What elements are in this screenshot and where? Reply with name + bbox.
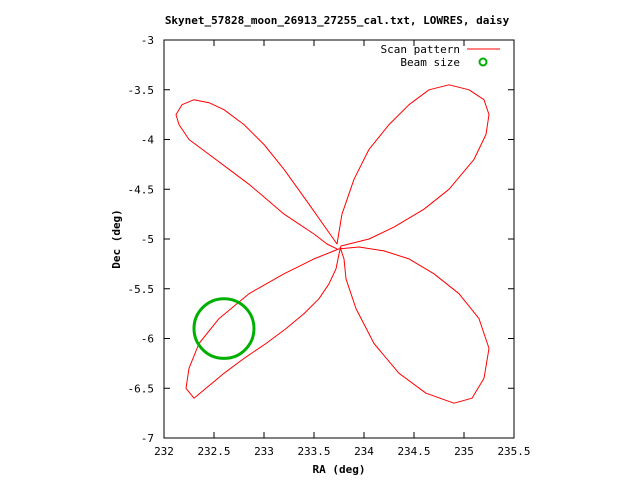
beam-size-circle (192, 297, 256, 360)
x-tick-label: 235.5 (497, 445, 530, 458)
legend-label-beam-size: Beam size (400, 56, 460, 69)
legend: Scan pattern Beam size (381, 43, 500, 69)
y-tick-label: -5.5 (128, 283, 155, 296)
legend-label-scan-pattern: Scan pattern (381, 43, 460, 56)
x-tick-label: 232.5 (197, 445, 230, 458)
plot-frame (163, 39, 515, 439)
x-axis: 232 232.5 233 233.5 234 234.5 235 235.5 (154, 40, 531, 458)
x-axis-label: RA (deg) (313, 463, 366, 476)
y-tick-label: -6 (141, 333, 154, 346)
y-tick-label: -3 (141, 34, 154, 47)
x-tick-label: 235 (454, 445, 474, 458)
y-tick-label: -7 (141, 432, 154, 445)
x-tick-label: 233.5 (297, 445, 330, 458)
legend-swatch-beam-size (478, 57, 488, 67)
scan-pattern-line (175, 84, 490, 404)
x-tick-label: 234 (354, 445, 374, 458)
y-axis: -7 -6.5 -6 -5.5 -5 -4.5 -4 -3.5 -3 (128, 34, 514, 445)
x-tick-label: 232 (154, 445, 174, 458)
chart-title: Skynet_57828_moon_26913_27255_cal.txt, L… (165, 14, 510, 27)
y-tick-label: -6.5 (128, 382, 155, 395)
y-tick-label: -4.5 (128, 183, 155, 196)
y-tick-label: -4 (141, 134, 155, 147)
plot-area (175, 84, 490, 404)
y-tick-label: -5 (141, 233, 154, 246)
x-tick-label: 234.5 (397, 445, 430, 458)
y-axis-label: Dec (deg) (110, 209, 123, 269)
y-tick-label: -3.5 (128, 84, 155, 97)
x-tick-label: 233 (254, 445, 274, 458)
